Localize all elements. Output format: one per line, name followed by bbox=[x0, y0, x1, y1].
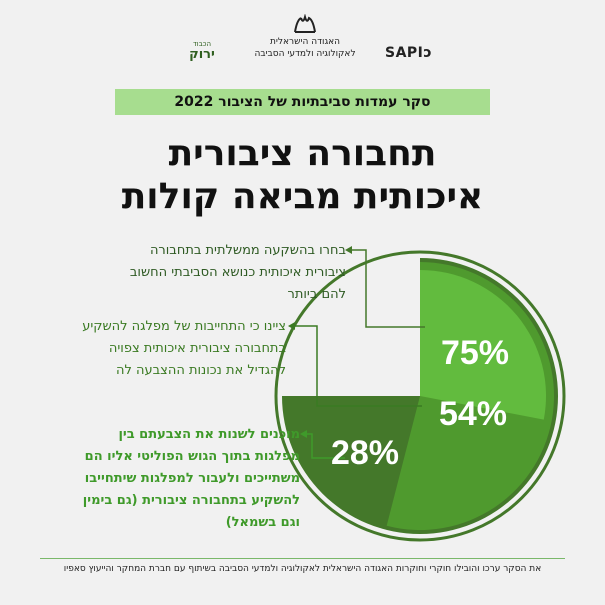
green-course-logo-big: ירוק bbox=[189, 47, 215, 62]
sapio-logo: SAPIɔ bbox=[385, 45, 433, 61]
connector-3-arrow bbox=[300, 430, 307, 438]
label-54: 54% bbox=[439, 395, 507, 433]
connector-2 bbox=[290, 325, 422, 407]
survey-banner: סקר עמדות סביבתיות של הציבור 2022 bbox=[115, 89, 490, 115]
title-line-1: תחבורה ציבורית bbox=[168, 133, 437, 174]
ecology-society-line1: האגודה הישראלית bbox=[269, 37, 341, 47]
title-line-2: איכותית מביאה קולות bbox=[121, 176, 484, 217]
emblem-icon bbox=[294, 14, 316, 33]
slice-28 bbox=[420, 270, 547, 420]
footer-credit: את הסקר ערכו והובילו חוקרי וחוקרות האגוד… bbox=[63, 564, 542, 574]
label-75: 75% bbox=[441, 334, 509, 372]
footer-divider bbox=[40, 558, 565, 559]
connector-1-arrow bbox=[345, 246, 352, 254]
ecology-society-logo: האגודה הישראלית לאקולוגיה ולמדעי הסביבה bbox=[235, 14, 375, 60]
page-title: תחבורה ציבורית איכותית מביאה קולות bbox=[40, 132, 565, 218]
label-28: 28% bbox=[331, 434, 399, 472]
annotation-54: ציינו כי התחייבות של מפלגה להשקיע בתחבור… bbox=[82, 319, 286, 378]
connector-2-arrow bbox=[288, 322, 295, 330]
green-course-logo-small: הכבוד bbox=[192, 40, 212, 48]
annotation-75: בחרו בהשקעה ממשלתית בתחבורה ציבורית איכו… bbox=[129, 243, 346, 302]
green-course-logo: הכבוד ירוק bbox=[182, 40, 222, 62]
annotation-28: מוכנים לשנות את הצבעתם בין מפלגות בתוך ה… bbox=[82, 427, 300, 530]
ecology-society-line2: לאקולוגיה ולמדעי הסביבה bbox=[254, 49, 356, 59]
connector-1 bbox=[347, 249, 425, 328]
outer-ring bbox=[274, 250, 566, 542]
